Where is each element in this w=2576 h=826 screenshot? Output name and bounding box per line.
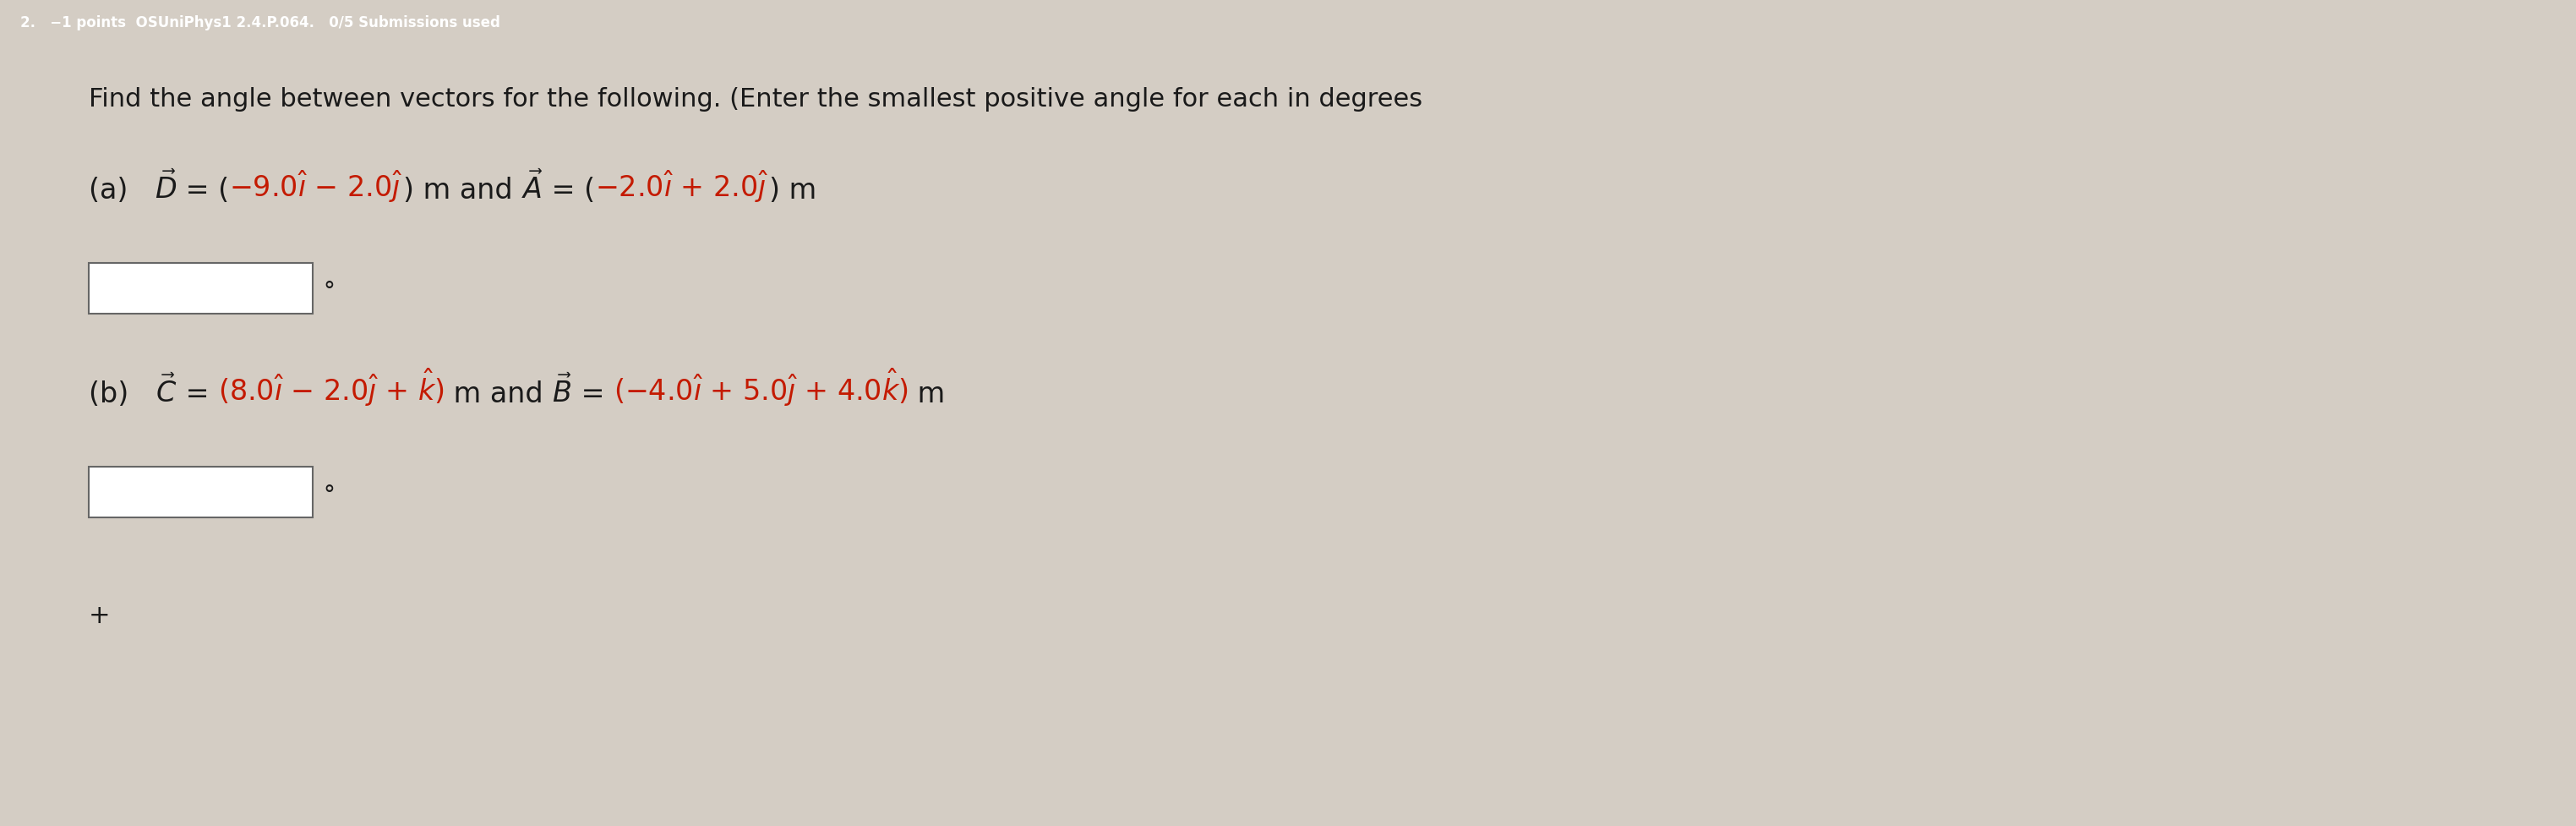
Text: ) m and: ) m and bbox=[402, 177, 520, 205]
Text: 2.   −1 points  OSUniPhys1 2.4.P.064.   0/5 Submissions used: 2. −1 points OSUniPhys1 2.4.P.064. 0/5 S… bbox=[21, 15, 500, 31]
Text: =: = bbox=[572, 380, 613, 407]
Text: °: ° bbox=[322, 280, 335, 303]
Text: (b): (b) bbox=[88, 380, 155, 407]
Text: $(-4.0\hat{\imath}$ $+$ $5.0\hat{\jmath}$ $+$ $4.0\hat{k})$: $(-4.0\hat{\imath}$ $+$ $5.0\hat{\jmath}… bbox=[613, 366, 909, 407]
Text: $-$2.0$\hat{\imath}$ $+$ 2.0$\hat{\jmath}$: $-$2.0$\hat{\imath}$ $+$ 2.0$\hat{\jmath… bbox=[595, 169, 768, 205]
Text: $\vec{D}$: $\vec{D}$ bbox=[155, 171, 178, 205]
Bar bbox=[88, 263, 312, 315]
Text: (a): (a) bbox=[88, 177, 155, 205]
Text: =: = bbox=[178, 380, 219, 407]
Text: = (: = ( bbox=[178, 177, 229, 205]
Text: m: m bbox=[909, 380, 945, 407]
Text: +: + bbox=[88, 603, 111, 628]
Text: Find the angle between vectors for the following. (Enter the smallest positive a: Find the angle between vectors for the f… bbox=[88, 87, 1422, 112]
Text: $\vec{B}$: $\vec{B}$ bbox=[551, 374, 572, 407]
Text: °: ° bbox=[322, 483, 335, 506]
Text: $\vec{A}$: $\vec{A}$ bbox=[520, 171, 544, 205]
Text: $\vec{C}$: $\vec{C}$ bbox=[155, 374, 178, 407]
Text: $-$9.0$\hat{\imath}$ $-$ 2.0$\hat{\jmath}$: $-$9.0$\hat{\imath}$ $-$ 2.0$\hat{\jmath… bbox=[229, 169, 402, 205]
Text: m and: m and bbox=[446, 380, 551, 407]
Text: ) m: ) m bbox=[768, 177, 817, 205]
Bar bbox=[88, 467, 312, 518]
Text: $(8.0\hat{\imath}$ $-$ $2.0\hat{\jmath}$ $+$ $\hat{k})$: $(8.0\hat{\imath}$ $-$ $2.0\hat{\jmath}$… bbox=[219, 366, 446, 407]
Text: = (: = ( bbox=[544, 177, 595, 205]
